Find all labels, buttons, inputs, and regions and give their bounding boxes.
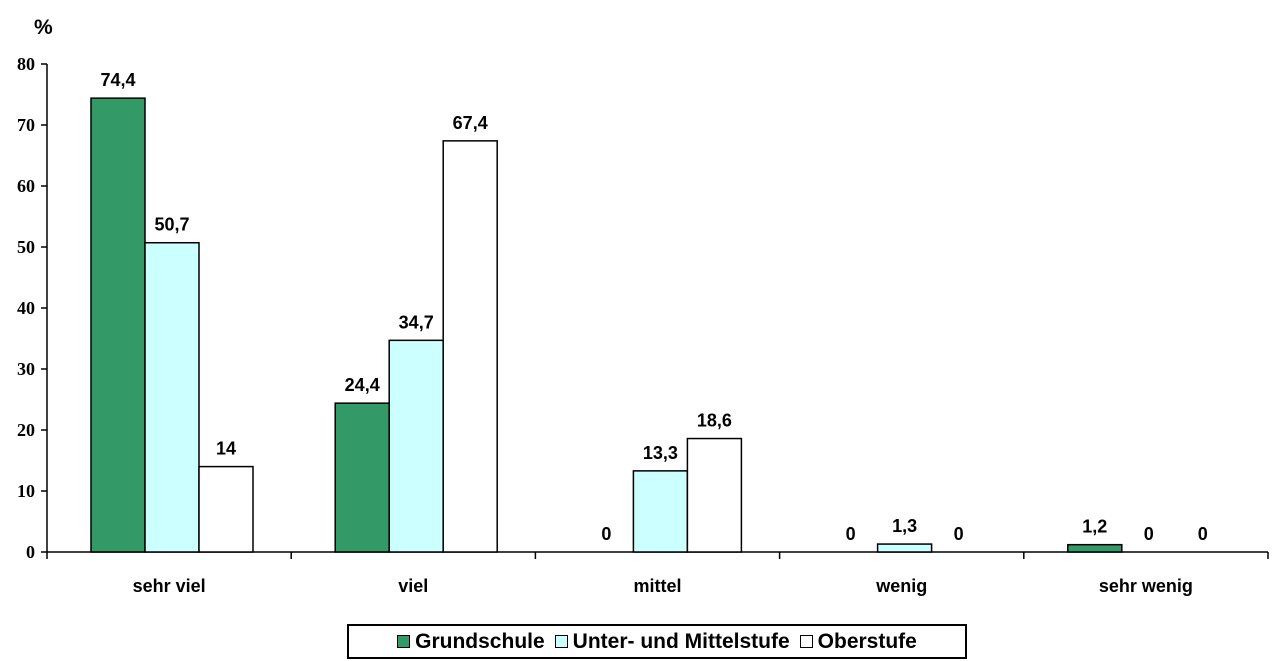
y-axis-label: % (34, 16, 53, 39)
bar (686, 437, 743, 553)
bars (90, 97, 1123, 553)
data-label: 13,3 (643, 443, 678, 463)
data-label: 0 (1144, 524, 1154, 544)
legend: Grundschule Unter- und Mittelstufe Obers… (347, 624, 967, 659)
y-tick-label: 10 (17, 481, 35, 501)
data-labels: 74,4 24,4 0 0 1,2 50,7 34,7 13,3 1,3 0 14 67,4 18,6 0… (100, 70, 1207, 544)
y-tick-label: 30 (17, 359, 35, 379)
x-tick-label: mittel (633, 576, 681, 596)
data-label: 1,3 (892, 516, 917, 536)
legend-swatch-grundschule (397, 635, 411, 648)
data-label: 0 (846, 524, 856, 544)
data-label: 0 (1198, 524, 1208, 544)
data-label: 50,7 (154, 215, 189, 235)
legend-swatch-unter-mittelstufe (554, 635, 568, 648)
data-label: 34,7 (399, 312, 434, 332)
legend-label-unter-mittelstufe: Unter- und Mittelstufe (572, 629, 790, 653)
legend-item-oberstufe: Oberstufe (799, 629, 917, 654)
bar (334, 402, 390, 553)
legend-label-grundschule: Grundschule (415, 629, 545, 653)
bar (1067, 543, 1123, 553)
legend-label-oberstufe: Oberstufe (817, 629, 917, 653)
bar (90, 97, 146, 553)
legend-item-unter-mittelstufe: Unter- und Mittelstufe (554, 629, 790, 654)
y-tick-label: 50 (17, 237, 35, 257)
legend-item-grundschule: Grundschule (397, 630, 545, 654)
x-tick-label: wenig (875, 576, 927, 596)
data-label: 18,6 (697, 411, 732, 431)
bar (632, 470, 689, 553)
bar-chart: % 0 10 20 30 40 50 60 70 80 sehr viel viel mittel we… (17, 16, 1269, 596)
x-tick-label: viel (398, 576, 428, 596)
data-label: 1,2 (1082, 517, 1107, 537)
x-tick-label: sehr wenig (1099, 576, 1193, 596)
data-label: 24,4 (345, 375, 380, 395)
bar (144, 241, 200, 553)
y-tick-label: 70 (17, 115, 35, 135)
bar (442, 140, 498, 553)
x-tick-label: sehr viel (133, 576, 206, 596)
data-label: 74,4 (100, 70, 135, 90)
bar (198, 465, 254, 553)
bar (876, 543, 933, 553)
y-tick-label: 80 (17, 54, 35, 74)
y-tick-label: 0 (26, 542, 35, 562)
data-label: 14 (216, 439, 236, 459)
y-tick-label: 60 (17, 176, 35, 196)
data-label: 0 (954, 524, 964, 544)
data-label: 67,4 (453, 113, 488, 133)
y-tick-label: 40 (17, 298, 35, 318)
data-label: 0 (601, 524, 611, 544)
bar (388, 339, 444, 553)
y-tick-label: 20 (17, 420, 35, 440)
legend-swatch-oberstufe (799, 635, 813, 648)
